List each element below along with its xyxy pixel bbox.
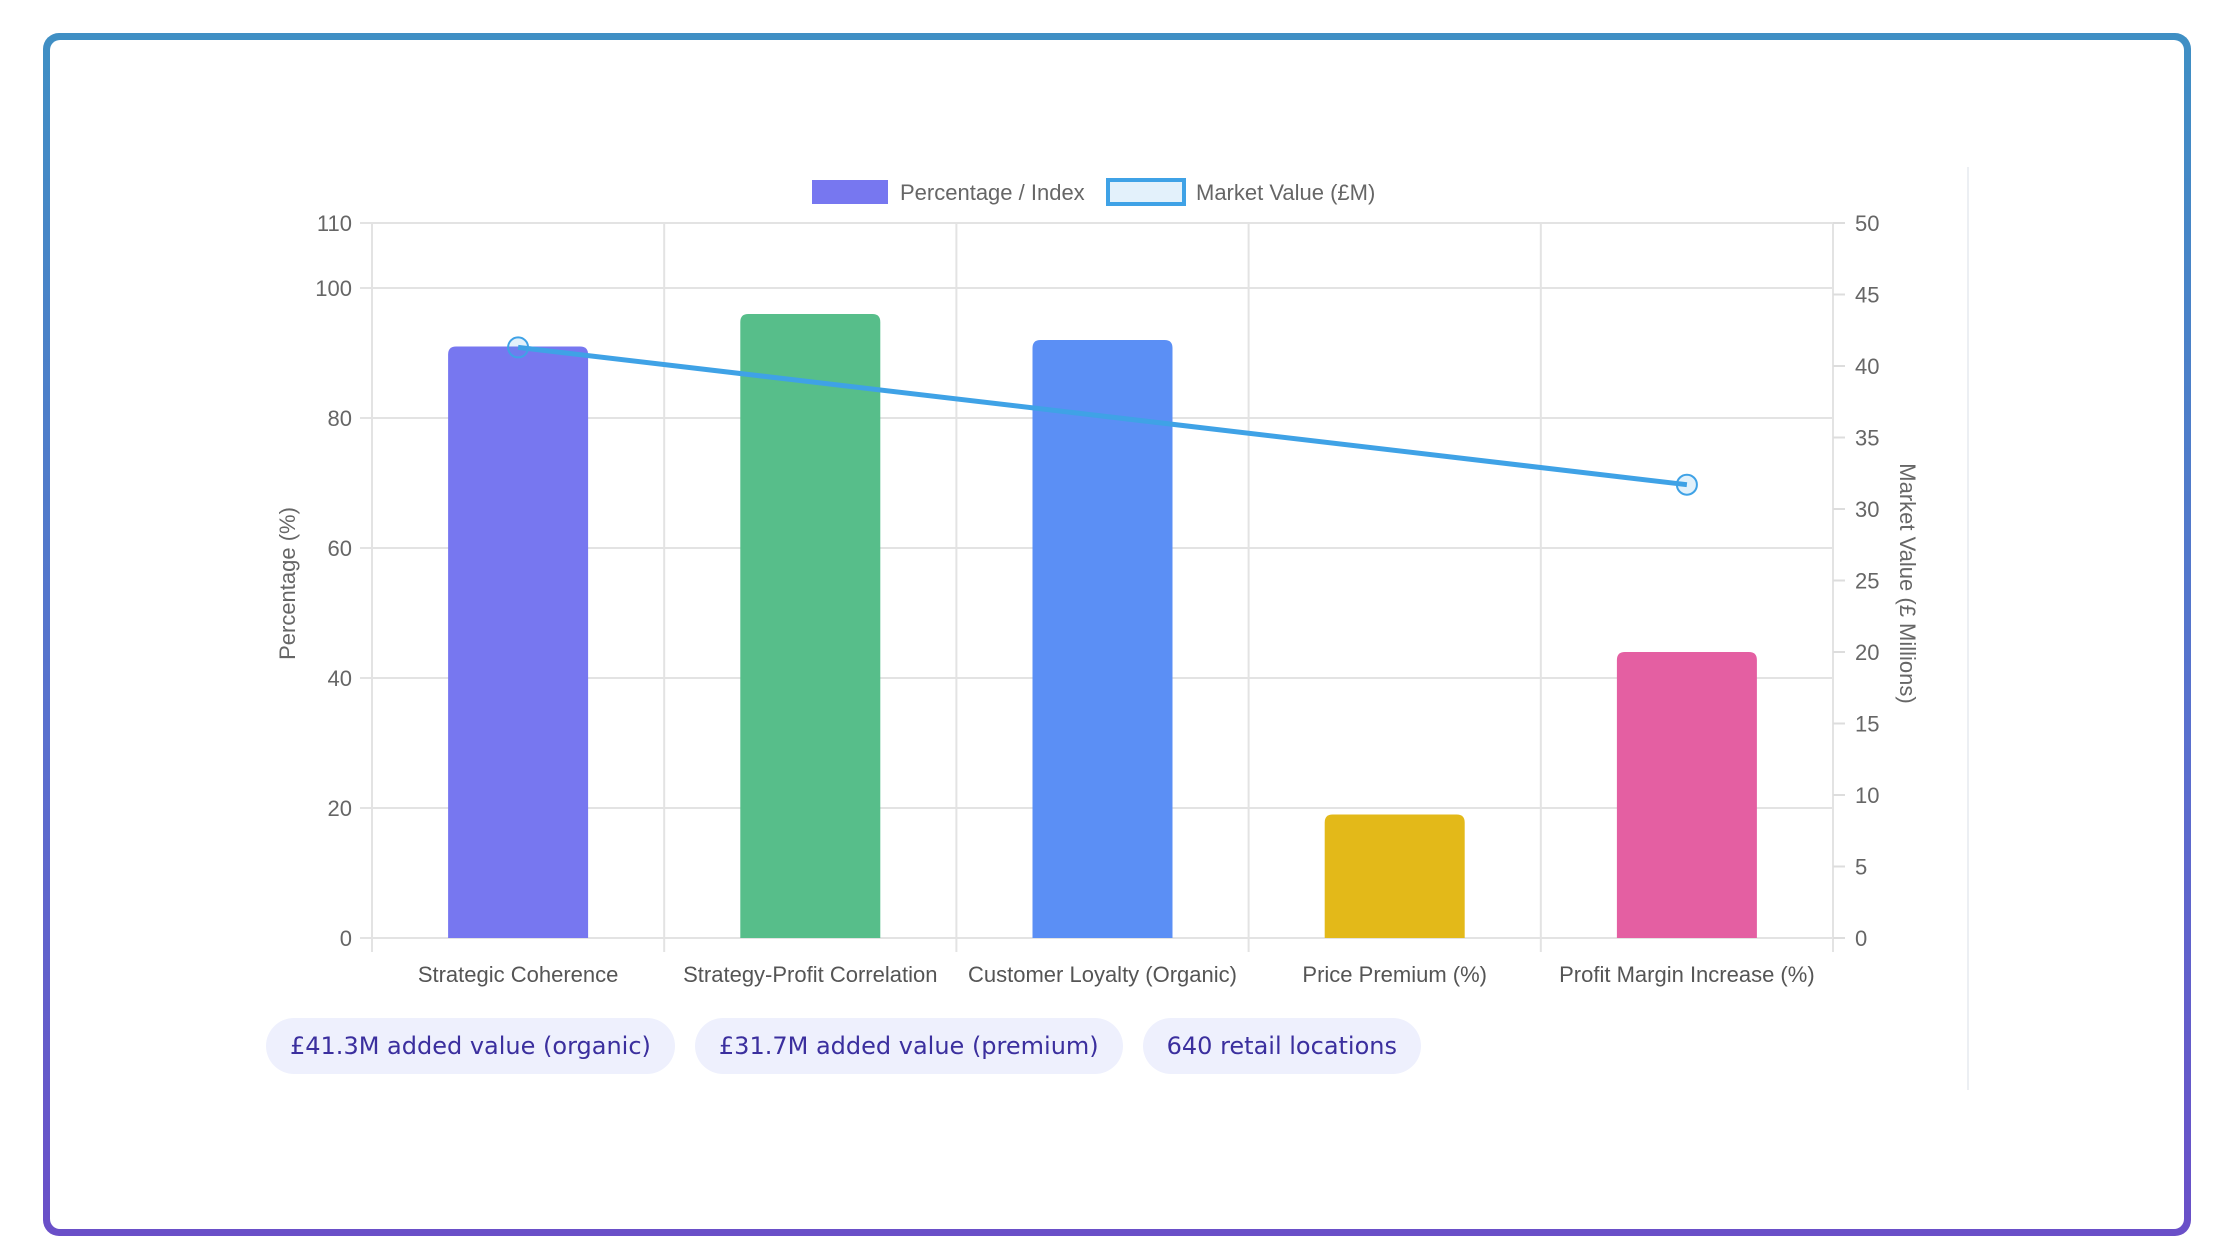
y-tick-label: 60 [328,536,352,561]
y2-tick-label: 10 [1855,783,1879,808]
legend-swatch-line [1106,178,1186,206]
bar [1616,652,1757,938]
y-tick-label: 80 [328,406,352,431]
y2-tick-label: 30 [1855,497,1879,522]
stat-pill: 640 retail locations [1142,1018,1421,1074]
y2-tick-label: 25 [1855,569,1879,594]
line-point [507,336,530,359]
legend-label: Percentage / Index [900,180,1085,205]
legend-label: Market Value (£M) [1196,180,1375,205]
stat-pills: £41.3M added value (organic) £31.7M adde… [266,1018,1421,1074]
y2-tick-label: 45 [1855,283,1879,308]
line-series [517,344,1688,488]
x-tick-label: Customer Loyalty (Organic) [968,962,1237,987]
bar [1324,814,1465,938]
y2-tick-label: 40 [1855,354,1879,379]
y2-tick-label: 0 [1855,926,1867,951]
bar [1032,340,1173,938]
x-tick-label: Profit Margin Increase (%) [1559,962,1815,987]
y2-tick-label: 50 [1855,211,1879,236]
y2-tick-label: 15 [1855,712,1879,737]
y-tick-label: 20 [328,796,352,821]
y-tick-label: 0 [340,926,352,951]
line-point [1675,473,1698,496]
y-axis-title: Percentage (%) [275,507,300,660]
y-tick-label: 100 [315,276,352,301]
x-tick-label: Strategy-Profit Correlation [683,962,937,987]
stat-pill: £31.7M added value (premium) [694,1018,1123,1074]
x-tick-label: Price Premium (%) [1302,962,1487,987]
y2-tick-label: 35 [1855,426,1879,451]
legend-swatch-bar [812,180,888,204]
bar [448,346,589,938]
y-tick-label: 40 [328,666,352,691]
divider [1967,167,1969,1090]
y-tick-label: 110 [317,211,352,236]
stat-pill: £41.3M added value (organic) [266,1018,675,1074]
y2-tick-label: 20 [1855,640,1879,665]
bar [740,314,881,938]
x-tick-label: Strategic Coherence [418,962,619,987]
y2-axis-title: Market Value (£ Millions) [1895,463,1920,703]
y2-tick-label: 5 [1855,855,1867,880]
